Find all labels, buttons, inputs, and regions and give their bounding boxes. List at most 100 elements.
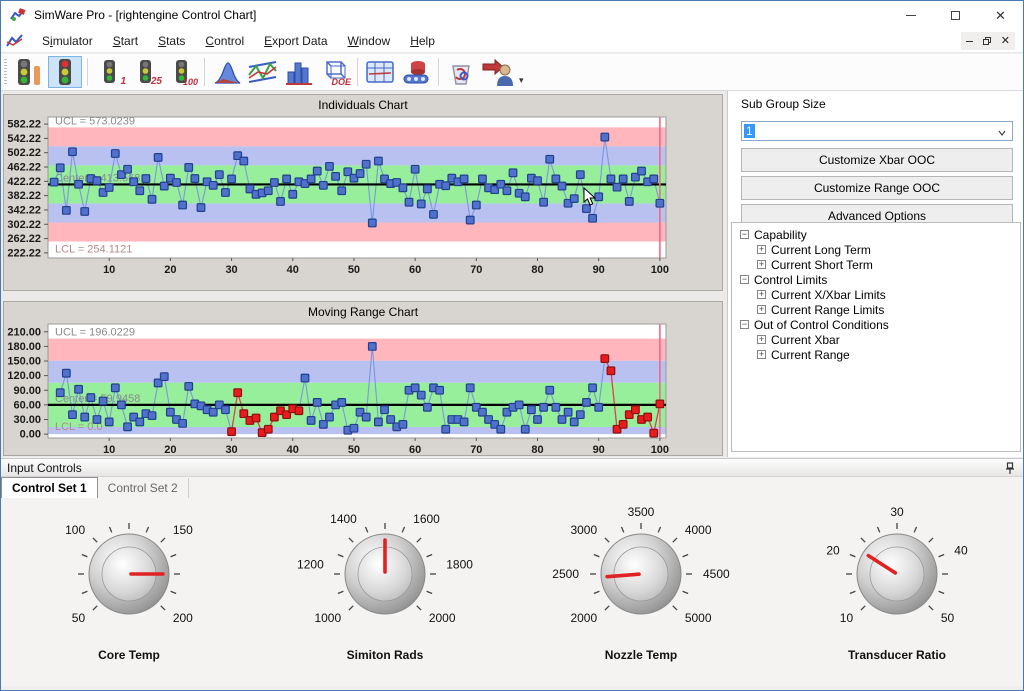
menu-control[interactable]: Control	[195, 30, 254, 52]
menu-stats[interactable]: Stats	[148, 30, 195, 52]
toolbar-separator	[438, 58, 439, 86]
tree-item-label: Control Limits	[754, 273, 827, 287]
svg-text:422.22: 422.22	[7, 176, 41, 188]
svg-text:302.22: 302.22	[7, 219, 41, 231]
tree-item-out-of-control-conditions[interactable]: −Out of Control Conditions	[732, 317, 1020, 332]
svg-text:Center = 59.9458: Center = 59.9458	[55, 393, 140, 405]
tree-item-current-long-term[interactable]: + Current Long Term	[732, 242, 1020, 257]
individuals-chart-title: Individuals Chart	[4, 95, 722, 112]
svg-text:40: 40	[287, 264, 299, 276]
toolbar-data-table-button[interactable]	[363, 56, 397, 88]
toolbar-distribution-button[interactable]	[210, 56, 244, 88]
toolbar-run-25-badge: 25	[151, 76, 162, 87]
toolbar-traffic-run-button[interactable]	[48, 56, 82, 88]
toolbar-recycle-button[interactable]	[444, 56, 478, 88]
toolbar-overflow-icon[interactable]: ▾	[519, 75, 524, 90]
close-icon: ✕	[995, 9, 1006, 22]
knob-tick-label: 20	[826, 543, 840, 557]
svg-text:100: 100	[651, 444, 669, 456]
svg-text:20: 20	[164, 444, 176, 456]
knob-tick-label: 100	[65, 523, 85, 537]
knob-transducer-ratio[interactable]: 1020304050	[802, 498, 992, 646]
expand-icon[interactable]: +	[757, 290, 766, 299]
individuals-chart: 582.22542.22502.22462.22422.22382.22342.…	[4, 113, 722, 289]
menu-export-data[interactable]: Export Data	[254, 30, 337, 52]
tree-item-label: Current Long Term	[771, 243, 871, 257]
toolbar-run-100-button[interactable]: 100	[165, 56, 199, 88]
mdi-window-controls: ✕	[961, 32, 1015, 50]
toolbar-run-25-button[interactable]: 25	[129, 56, 163, 88]
mdi-close-button[interactable]: ✕	[1001, 36, 1010, 46]
knob-nozzle-temp[interactable]: 2000250030003500400045005000	[546, 498, 736, 646]
knob-core-temp[interactable]: 50100150200	[34, 498, 224, 646]
menu-help[interactable]: Help	[400, 30, 445, 52]
tab-control-set-2[interactable]: Control Set 2	[98, 478, 189, 498]
svg-text:90.00: 90.00	[13, 385, 41, 397]
svg-text:40: 40	[287, 444, 299, 456]
svg-text:100: 100	[651, 264, 669, 276]
toolbar-doe-button[interactable]: DOE	[318, 56, 352, 88]
svg-text:60.00: 60.00	[13, 399, 41, 411]
app-icon	[10, 7, 26, 23]
knob-panel: 50100150200Core Temp10001200140016001800…	[1, 498, 1024, 686]
knob-label: Transducer Ratio	[848, 648, 946, 662]
toolbar-histogram-button[interactable]	[282, 56, 316, 88]
svg-text:0.00: 0.00	[20, 429, 41, 441]
mdi-minimize-button[interactable]	[966, 41, 973, 42]
knob-tick-label: 5000	[685, 611, 712, 625]
svg-text:10: 10	[103, 264, 115, 276]
toolbar-run-100-badge: 100	[183, 77, 198, 87]
expand-icon[interactable]: +	[757, 260, 766, 269]
pin-icon[interactable]	[1005, 462, 1015, 475]
minimize-button[interactable]	[888, 1, 933, 29]
customize-xbar-ooc-button[interactable]: Customize Xbar OOC	[741, 148, 1013, 172]
toolbar-traffic-single-button[interactable]	[12, 56, 46, 88]
menu-window[interactable]: Window	[338, 30, 401, 52]
toolbar: 1 25 100 DOE ▾	[1, 54, 1023, 91]
customize-range-ooc-button[interactable]: Customize Range OOC	[741, 176, 1013, 200]
options-tree: −Capability + Current Long Term+Current Sh…	[731, 222, 1021, 452]
svg-text:50: 50	[348, 264, 360, 276]
right-panel: Sub Group Size 1 Customize Xbar OOC Cust…	[727, 91, 1023, 457]
expand-icon[interactable]: +	[757, 350, 766, 359]
knob-cell-transducer-ratio: 1020304050Transducer Ratio	[769, 498, 1024, 686]
knob-simiton-rads[interactable]: 100012001400160018002000	[290, 498, 480, 646]
tree-item-capability[interactable]: −Capability	[732, 227, 1020, 242]
svg-text:30: 30	[225, 264, 237, 276]
tree-item-current-short-term[interactable]: +Current Short Term	[732, 257, 1020, 272]
maximize-button[interactable]	[933, 1, 978, 29]
collapse-icon[interactable]: −	[740, 320, 749, 329]
expand-icon[interactable]: +	[757, 305, 766, 314]
svg-text:60: 60	[409, 264, 421, 276]
collapse-icon[interactable]: −	[740, 275, 749, 284]
toolbar-run-1-button[interactable]: 1	[93, 56, 127, 88]
tree-item-current-xbar[interactable]: +Current Xbar	[732, 332, 1020, 347]
knob-label: Simiton Rads	[347, 648, 424, 662]
toolbar-grip[interactable]	[4, 59, 7, 85]
toolbar-export-user-button[interactable]	[480, 56, 514, 88]
expand-icon[interactable]: +	[757, 335, 766, 344]
sub-group-size-select[interactable]: 1	[741, 121, 1013, 141]
close-button[interactable]: ✕	[978, 1, 1023, 29]
expand-icon[interactable]: +	[757, 245, 766, 254]
svg-text:542.22: 542.22	[7, 133, 41, 145]
tree-item-current-range[interactable]: +Current Range	[732, 347, 1020, 362]
toolbar-control-chart-button[interactable]	[246, 56, 280, 88]
collapse-icon[interactable]: −	[740, 230, 749, 239]
knob-tick-label: 50	[72, 611, 86, 625]
svg-text:90: 90	[593, 264, 605, 276]
tree-item-control-limits[interactable]: −Control Limits	[732, 272, 1020, 287]
knob-tick-label: 10	[840, 611, 854, 625]
mdi-restore-button[interactable]	[983, 37, 991, 45]
tree-item-current-range-limits[interactable]: +Current Range Limits	[732, 302, 1020, 317]
toolbar-database-button[interactable]	[399, 56, 433, 88]
knob-tick-label: 40	[954, 543, 968, 557]
menu-simulator[interactable]: Simulator	[32, 30, 103, 52]
tab-control-set-1[interactable]: Control Set 1	[1, 477, 98, 498]
document-icon	[6, 33, 24, 49]
toolbar-doe-badge: DOE	[331, 77, 351, 87]
menu-start[interactable]: Start	[103, 30, 148, 52]
knob-cell-nozzle-temp: 2000250030003500400045005000Nozzle Temp	[513, 498, 769, 686]
tree-item-current-x-xbar-limits[interactable]: +Current X/Xbar Limits	[732, 287, 1020, 302]
individuals-chart-panel: Individuals Chart 582.22542.22502.22462.…	[3, 94, 723, 291]
